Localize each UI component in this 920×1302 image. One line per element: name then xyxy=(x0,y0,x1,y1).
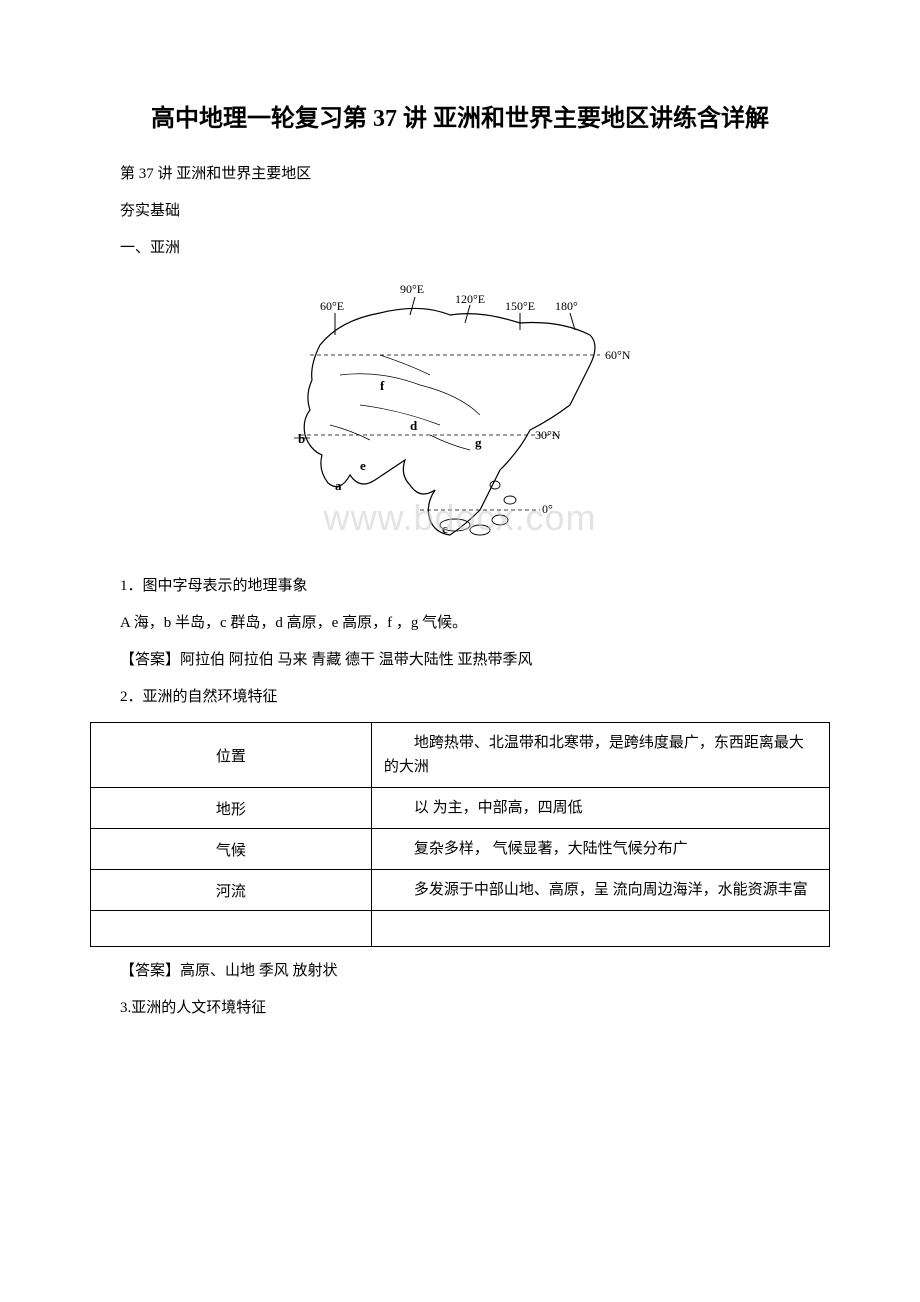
map-region-g: g xyxy=(475,435,482,450)
question-1: 1．图中字母表示的地理事象 xyxy=(90,570,830,603)
question-3: 3.亚洲的人文环境特征 xyxy=(90,992,830,1025)
table-label: 地形 xyxy=(91,788,372,829)
map-lon-label: 180° xyxy=(555,299,578,313)
map-lon-label: 150°E xyxy=(505,299,535,313)
table-empty-cell xyxy=(91,911,372,947)
question-1-detail: A 海，b 半岛，c 群岛，d 高原，e 高原，f ，g 气候。 xyxy=(90,607,830,640)
subtitle-line: 第 37 讲 亚洲和世界主要地区 xyxy=(90,158,830,191)
map-region-f: f xyxy=(380,378,385,393)
map-lat-label: 30°N xyxy=(535,428,561,442)
map-figure: 60°E 90°E 120°E 150°E 180° 60°N 30°N 0° xyxy=(90,275,830,560)
map-region-e: e xyxy=(360,458,366,473)
features-table: 位置 地跨热带、北温带和北寒带，是跨纬度最广，东西距离最大的大洲 地形 以 为主… xyxy=(90,722,830,947)
table-value: 以 为主，中部高，四周低 xyxy=(371,788,829,829)
map-region-b: b xyxy=(298,431,305,446)
asia-map-svg: 60°E 90°E 120°E 150°E 180° 60°N 30°N 0° xyxy=(280,275,640,555)
map-lon-label: 90°E xyxy=(400,282,424,296)
table-label: 位置 xyxy=(91,723,372,788)
table-row: 气候 复杂多样， 气候显著，大陆性气候分布广 xyxy=(91,829,830,870)
document-title: 高中地理一轮复习第 37 讲 亚洲和世界主要地区讲练含详解 xyxy=(90,100,830,138)
question-2: 2．亚洲的自然环境特征 xyxy=(90,681,830,714)
map-lat-label: 0° xyxy=(542,502,553,516)
table-row: 位置 地跨热带、北温带和北寒带，是跨纬度最广，东西距离最大的大洲 xyxy=(91,723,830,788)
map-lat-label: 60°N xyxy=(605,348,631,362)
table-row: 地形 以 为主，中部高，四周低 xyxy=(91,788,830,829)
table-value: 复杂多样， 气候显著，大陆性气候分布广 xyxy=(371,829,829,870)
map-lon-label: 120°E xyxy=(455,292,485,306)
map-region-c: c xyxy=(442,521,448,536)
section-heading: 夯实基础 xyxy=(90,195,830,228)
map-lon-label: 60°E xyxy=(320,299,344,313)
section-asia: 一、亚洲 xyxy=(90,232,830,265)
answer-2: 【答案】高原、山地 季风 放射状 xyxy=(90,955,830,988)
table-empty-cell xyxy=(371,911,829,947)
table-row-empty xyxy=(91,911,830,947)
answer-1: 【答案】阿拉伯 阿拉伯 马来 青藏 德干 温带大陆性 亚热带季风 xyxy=(90,644,830,677)
table-value: 多发源于中部山地、高原，呈 流向周边海洋，水能资源丰富 xyxy=(371,870,829,911)
table-label: 河流 xyxy=(91,870,372,911)
map-region-d: d xyxy=(410,418,418,433)
map-region-a: a xyxy=(335,478,342,493)
table-row: 河流 多发源于中部山地、高原，呈 流向周边海洋，水能资源丰富 xyxy=(91,870,830,911)
table-label: 气候 xyxy=(91,829,372,870)
table-value: 地跨热带、北温带和北寒带，是跨纬度最广，东西距离最大的大洲 xyxy=(371,723,829,788)
